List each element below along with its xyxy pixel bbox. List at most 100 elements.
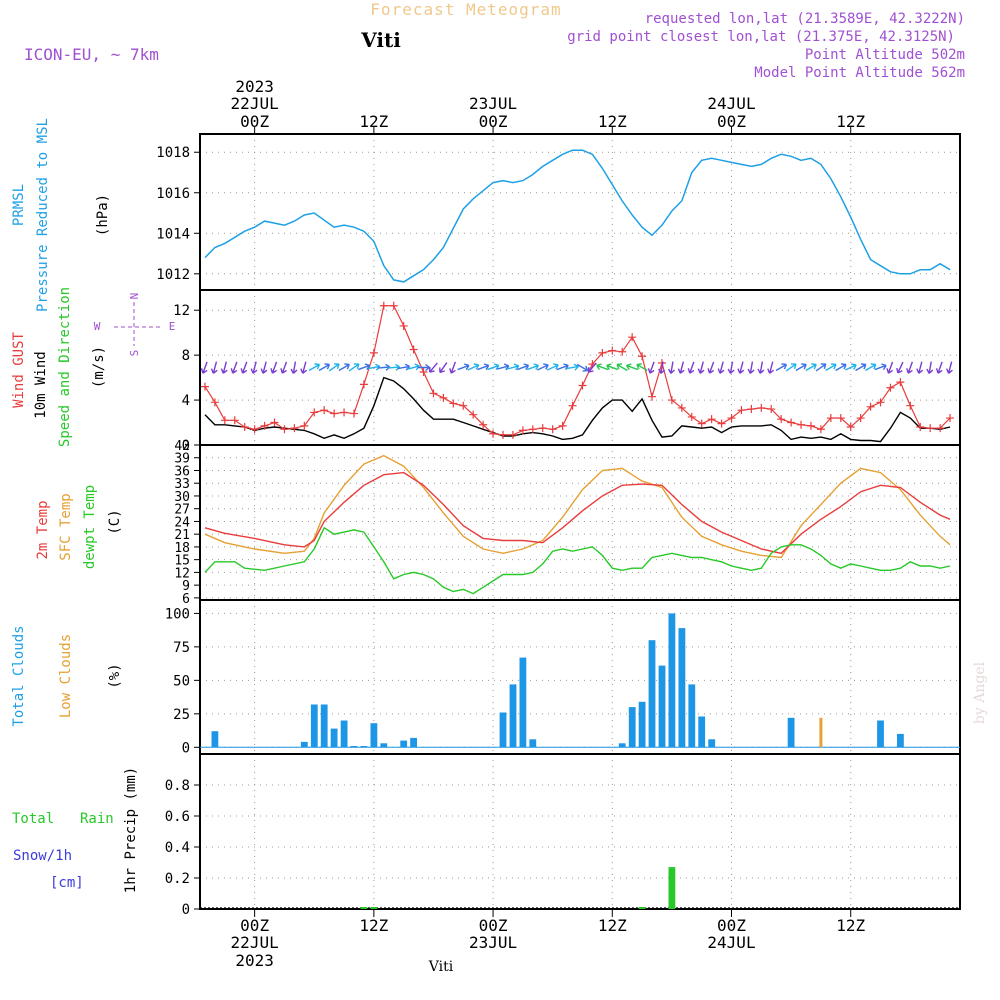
wind-gust-marker [677, 403, 686, 412]
dewpt-temp-line [204, 526, 951, 595]
wind-direction-arrow [805, 363, 817, 372]
temp-sfc-label: SFC Temp [58, 493, 74, 560]
arrow-shape [467, 363, 480, 371]
wind-direction-arrow [647, 361, 655, 374]
wind-gust-marker [826, 414, 835, 423]
wind-direction-arrow [536, 363, 549, 371]
wind-gust-marker [280, 425, 289, 434]
wind-gust-marker [300, 421, 309, 430]
total-cloud-bar [410, 737, 417, 748]
wind-gust-marker [508, 430, 517, 439]
arrow-shape [497, 363, 510, 371]
total-cloud-bar [380, 743, 388, 748]
wind-gust-marker [816, 425, 825, 434]
wind-direction-arrow [687, 361, 695, 374]
wind-direction-arrow [935, 361, 943, 374]
wind-10m-label: 10m Wind [33, 351, 49, 418]
total-clouds-label: Total Clouds [11, 625, 27, 726]
precip-unit-label: 1hr Precip (mm) [123, 767, 139, 893]
arrow-shape [835, 363, 847, 372]
arrow-shape [526, 363, 540, 371]
wind-gust-marker [687, 412, 696, 421]
wind-gust-marker [409, 345, 418, 354]
wind-gust-marker [349, 409, 358, 418]
year-label-top: 2023 [235, 77, 274, 96]
date-label-top: 23JUL [469, 94, 517, 113]
arrow-shape [270, 361, 278, 374]
temp-dewpt-label: dewpt Temp [82, 485, 98, 569]
arrow-shape [220, 361, 228, 374]
arrow-shape [886, 361, 894, 374]
wind-gust-marker [369, 348, 378, 357]
wind-direction-arrow [280, 361, 288, 374]
wind-direction-arrow [439, 362, 448, 374]
precip-ytick-label: 0 [182, 902, 190, 918]
wind-gust-marker [886, 383, 895, 392]
arrow-shape [717, 361, 725, 374]
arrow-shape [300, 361, 308, 374]
snow-unit-label: [cm] [50, 875, 84, 891]
wind-gust-label: Wind GUST [11, 332, 27, 408]
wind-direction-arrow [260, 361, 268, 374]
wind-10m-line [204, 376, 951, 443]
clouds-ytick-label: 0 [182, 740, 190, 756]
arrow-shape [260, 361, 268, 374]
wind-gust-marker [260, 421, 269, 430]
arrow-shape [795, 363, 807, 372]
arrow-shape [487, 363, 500, 371]
wind-direction-arrow [449, 361, 457, 374]
wind-direction-arrow [658, 361, 666, 374]
temperature-ytick-label: 9 [182, 579, 190, 594]
temperature-ytick-label: 24 [174, 515, 190, 530]
arrow-shape [596, 363, 609, 371]
arrow-shape [775, 363, 788, 372]
arrow-shape [677, 361, 685, 374]
wind-gust-marker [737, 406, 746, 415]
arrow-shape [606, 363, 619, 371]
arrow-shape [906, 361, 914, 374]
temperature-ytick-label: 30 [174, 490, 190, 505]
wind-direction-arrow [417, 363, 430, 372]
pressure-ytick-label: 1016 [156, 186, 190, 202]
time-label-top: 00Z [479, 112, 508, 131]
pressure-msl-label: Pressure Reduced to MSL [35, 118, 51, 312]
wind-gust-marker [946, 414, 955, 423]
wind-direction-arrow [785, 363, 797, 372]
arrow-shape [449, 361, 457, 374]
compass-rose: N S W E [94, 293, 176, 357]
arrow-shape [556, 363, 569, 371]
wind-direction-arrow [815, 363, 827, 372]
wind-gust-marker [330, 409, 339, 418]
arrow-shape [358, 363, 371, 371]
wind-gust-marker [240, 423, 249, 432]
arrow-shape [855, 363, 867, 372]
total-cloud-bar [519, 657, 527, 748]
wind-direction-arrow [727, 361, 735, 374]
time-label-bottom: 00Z [479, 916, 508, 935]
arrow-shape [230, 361, 238, 374]
pressure-ytick-label: 1014 [156, 226, 190, 242]
time-label-top: 12Z [836, 112, 865, 131]
pressure-frame [199, 133, 961, 291]
pressure-labels: PRMSL Pressure Reduced to MSL (hPa) [11, 118, 111, 312]
temperature-ytick-label: 39 [174, 452, 190, 467]
wind-gust-marker [777, 415, 786, 424]
wind-gust-marker [707, 415, 716, 424]
arrow-shape [250, 361, 258, 374]
compass-s: S [128, 350, 141, 357]
total-cloud-bar [668, 613, 676, 748]
time-label-bottom: 12Z [836, 916, 865, 935]
arrow-shape [687, 361, 695, 374]
wind-direction-arrow [200, 361, 208, 374]
wind-direction-arrow [338, 363, 350, 372]
wind-gust-marker [628, 333, 637, 342]
total-cloud-bar [698, 716, 706, 748]
wind-direction-arrow [300, 361, 308, 374]
arrow-shape [785, 363, 797, 372]
wind-direction-arrow [946, 361, 953, 374]
arrow-shape [477, 363, 490, 371]
wind-gust-marker [220, 416, 229, 425]
wind-gust-marker [856, 414, 865, 423]
wind-gust-marker [250, 425, 259, 434]
